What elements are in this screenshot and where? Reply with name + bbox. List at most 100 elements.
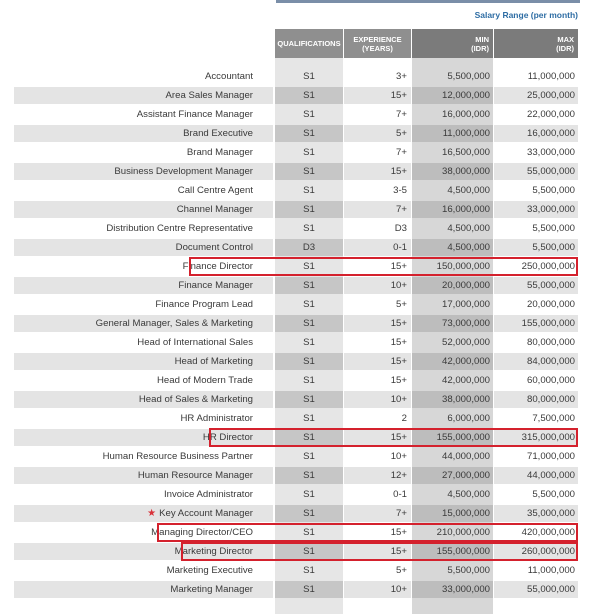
experience: 7+ xyxy=(396,508,407,519)
row-band xyxy=(412,87,493,104)
row-band xyxy=(275,391,343,408)
min-salary: 4,500,000 xyxy=(447,223,490,234)
row-band xyxy=(275,239,343,256)
job-title: Brand Manager xyxy=(187,143,253,162)
min-salary: 12,000,000 xyxy=(441,90,490,101)
row-band xyxy=(275,125,343,142)
job-title-text: Finance Director xyxy=(182,261,253,272)
qualification: S1 xyxy=(303,451,315,462)
header-min-line2: (IDR) xyxy=(471,43,489,53)
row-band xyxy=(344,277,411,294)
min-salary: 38,000,000 xyxy=(441,166,490,177)
experience: 7+ xyxy=(396,204,407,215)
job-title-text: Accountant xyxy=(204,71,253,82)
experience: 7+ xyxy=(396,109,407,120)
qualification: S1 xyxy=(303,584,315,595)
row-band xyxy=(344,201,411,218)
experience: 3-5 xyxy=(393,185,407,196)
max-salary: 5,500,000 xyxy=(532,223,575,234)
min-salary: 33,000,000 xyxy=(441,584,490,595)
salary-table-body: Accountant S1 3+ 5,500,000 11,000,000 Area Sa… xyxy=(0,67,590,599)
experience: 5+ xyxy=(396,128,407,139)
job-title: Human Resource Business Partner xyxy=(103,447,253,466)
job-title-text: Invoice Administrator xyxy=(163,489,253,500)
row-band xyxy=(14,505,273,522)
job-title: ★ Key Account Manager xyxy=(147,504,253,523)
row-band xyxy=(344,239,411,256)
row-band xyxy=(412,277,493,294)
max-salary: 155,000,000 xyxy=(521,318,575,329)
experience: 15+ xyxy=(390,318,407,329)
table-row: Channel Manager S1 7+ 16,000,000 33,000,000 xyxy=(0,200,590,219)
row-band xyxy=(494,163,578,180)
row-band xyxy=(344,543,411,560)
job-title: Finance Program Lead xyxy=(155,295,253,314)
row-band xyxy=(494,543,578,560)
max-salary: 71,000,000 xyxy=(526,451,575,462)
experience: 10+ xyxy=(390,280,407,291)
job-title: HR Administrator xyxy=(180,409,253,428)
row-band xyxy=(14,581,273,598)
experience: 15+ xyxy=(390,261,407,272)
job-title-text: Managing Director/CEO xyxy=(151,527,253,538)
job-title-text: Human Resource Manager xyxy=(137,470,253,481)
job-title: Call Centre Agent xyxy=(178,181,253,200)
row-band xyxy=(344,429,411,446)
table-row: Distribution Centre Representative S1 D3 4,… xyxy=(0,219,590,238)
qualification: S1 xyxy=(303,470,315,481)
experience: 15+ xyxy=(390,432,407,443)
experience: 2 xyxy=(401,413,407,424)
job-title-text: Brand Manager xyxy=(186,147,253,158)
experience: 15+ xyxy=(390,337,407,348)
max-salary: 55,000,000 xyxy=(526,280,575,291)
job-title: Brand Executive xyxy=(183,124,253,143)
row-band xyxy=(494,87,578,104)
table-row: Accountant S1 3+ 5,500,000 11,000,000 xyxy=(0,67,590,86)
row-band xyxy=(494,277,578,294)
qualification: S1 xyxy=(303,71,315,82)
job-title-text: Marketing Manager xyxy=(170,584,253,595)
qualification: S1 xyxy=(303,204,315,215)
experience: 15+ xyxy=(390,546,407,557)
qualification: S1 xyxy=(303,109,315,120)
table-row: Head of Sales & Marketing S1 10+ 38,000,000… xyxy=(0,390,590,409)
qualification: S1 xyxy=(303,261,315,272)
row-band xyxy=(275,353,343,370)
row-band xyxy=(412,239,493,256)
table-row: Marketing Manager S1 10+ 33,000,000 55,000,0… xyxy=(0,580,590,599)
row-band xyxy=(275,505,343,522)
qualification: S1 xyxy=(303,527,315,538)
job-title-text: Finance Manager xyxy=(178,280,253,291)
row-band xyxy=(344,353,411,370)
job-title: Distribution Centre Representative xyxy=(106,219,253,238)
experience: 15+ xyxy=(390,90,407,101)
row-band xyxy=(412,467,493,484)
row-band xyxy=(275,543,343,560)
job-title: Head of Modern Trade xyxy=(157,371,253,390)
job-title-text: Business Development Manager xyxy=(114,166,253,177)
experience: 0-1 xyxy=(393,242,407,253)
table-row: Head of Modern Trade S1 15+ 42,000,000 60,00… xyxy=(0,371,590,390)
min-salary: 27,000,000 xyxy=(441,470,490,481)
qualification: S1 xyxy=(303,413,315,424)
min-salary: 16,000,000 xyxy=(441,109,490,120)
job-title-text: Marketing Executive xyxy=(166,565,253,576)
qualification: S1 xyxy=(303,166,315,177)
row-band xyxy=(412,201,493,218)
max-salary: 7,500,000 xyxy=(532,413,575,424)
qualification: S1 xyxy=(303,223,315,234)
job-title-text: Head of International Sales xyxy=(137,337,253,348)
job-title-text: Marketing Director xyxy=(174,546,253,557)
row-band xyxy=(14,239,273,256)
row-band xyxy=(494,391,578,408)
max-salary: 44,000,000 xyxy=(526,470,575,481)
experience: 10+ xyxy=(390,451,407,462)
row-band xyxy=(14,429,273,446)
row-band xyxy=(344,87,411,104)
job-title-text: Area Sales Manager xyxy=(165,90,253,101)
table-row: Finance Manager S1 10+ 20,000,000 55,000,000 xyxy=(0,276,590,295)
header-max-line2: (IDR) xyxy=(556,43,574,53)
row-band xyxy=(275,201,343,218)
row-band xyxy=(275,581,343,598)
job-title-text: Human Resource Business Partner xyxy=(102,451,253,462)
